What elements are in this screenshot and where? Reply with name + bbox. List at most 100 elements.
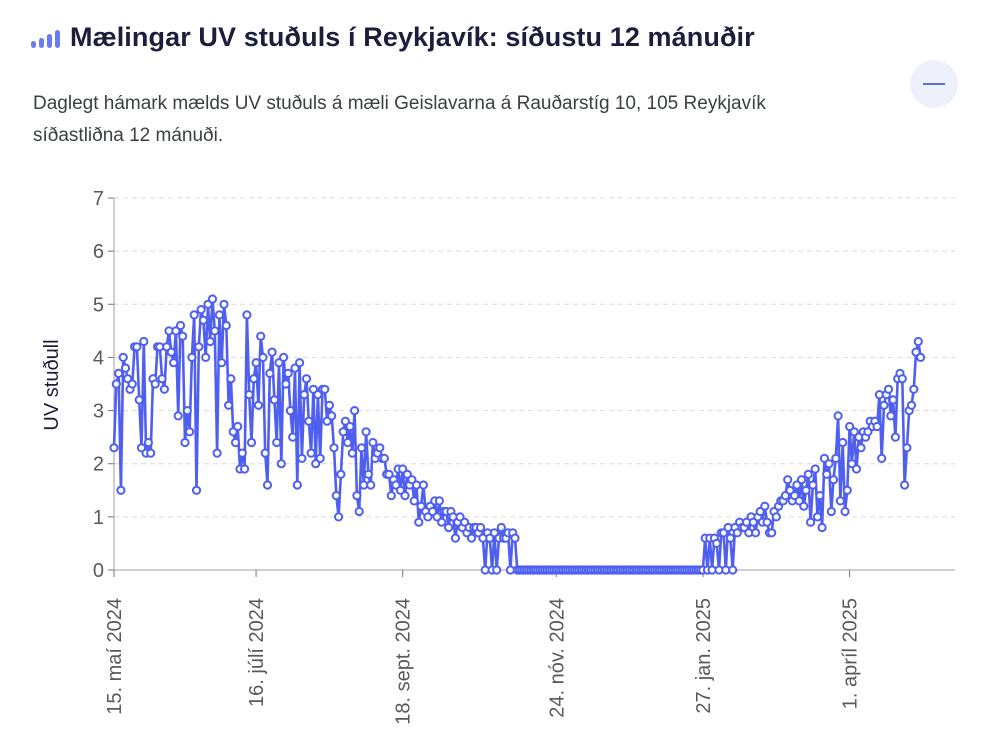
data-point[interactable] (221, 320, 231, 331)
data-point[interactable] (292, 480, 302, 490)
data-point[interactable] (185, 427, 195, 437)
data-point[interactable] (476, 522, 486, 533)
data-point[interactable] (906, 400, 917, 410)
data-point[interactable] (242, 310, 252, 320)
data-point[interactable] (139, 336, 149, 347)
data-point[interactable] (345, 421, 355, 432)
data-point[interactable] (283, 368, 293, 378)
data-point[interactable] (831, 453, 841, 463)
data-point[interactable] (143, 437, 153, 448)
data-point[interactable] (842, 485, 852, 495)
data-point[interactable] (808, 480, 818, 490)
data-point[interactable] (799, 501, 809, 511)
data-point[interactable] (833, 411, 843, 421)
data-point[interactable] (835, 496, 846, 506)
data-point[interactable] (366, 480, 376, 490)
data-point[interactable] (437, 517, 447, 527)
data-point[interactable] (169, 358, 179, 368)
data-point[interactable] (336, 469, 346, 479)
data-point[interactable] (466, 533, 477, 543)
data-point[interactable] (350, 406, 360, 416)
data-point[interactable] (840, 506, 850, 517)
data-point[interactable] (334, 512, 344, 522)
data-point[interactable] (219, 299, 229, 309)
data-point[interactable] (806, 517, 816, 527)
data-point[interactable] (879, 400, 889, 410)
data-point[interactable] (265, 368, 275, 378)
data-point[interactable] (127, 379, 137, 389)
data-point[interactable] (379, 453, 389, 463)
data-point[interactable] (363, 469, 373, 479)
data-point[interactable] (249, 374, 259, 384)
data-point[interactable] (760, 501, 770, 511)
data-point[interactable] (916, 352, 926, 362)
data-point[interactable] (175, 320, 186, 331)
data-point[interactable] (230, 437, 241, 448)
data-point[interactable] (856, 443, 866, 453)
data-point[interactable] (178, 331, 188, 341)
data-point[interactable] (217, 358, 227, 368)
data-point[interactable] (725, 533, 736, 543)
data-point[interactable] (510, 533, 520, 543)
data-point[interactable] (414, 517, 424, 527)
data-point[interactable] (120, 363, 131, 373)
data-point[interactable] (771, 512, 781, 522)
data-point[interactable] (883, 384, 894, 394)
data-point[interactable] (299, 390, 309, 400)
data-point[interactable] (288, 432, 298, 442)
data-point[interactable] (824, 459, 834, 469)
data-point[interactable] (315, 453, 325, 463)
data-point[interactable] (244, 390, 254, 400)
data-point[interactable] (256, 331, 266, 341)
data-point[interactable] (297, 453, 307, 463)
data-point[interactable] (304, 416, 314, 426)
data-point[interactable] (492, 565, 502, 575)
data-point[interactable] (913, 336, 923, 347)
collapse-button[interactable] (910, 60, 958, 108)
data-point[interactable] (295, 358, 305, 368)
data-point[interactable] (146, 448, 156, 458)
data-point[interactable] (267, 347, 277, 357)
data-point[interactable] (132, 342, 142, 352)
data-point[interactable] (210, 326, 220, 336)
data-point[interactable] (240, 464, 250, 474)
data-point[interactable] (817, 522, 827, 533)
data-point[interactable] (409, 496, 419, 506)
data-point[interactable] (496, 522, 506, 533)
data-point[interactable] (897, 374, 907, 384)
data-point[interactable] (157, 374, 167, 384)
data-point[interactable] (444, 522, 454, 533)
data-point[interactable] (180, 437, 190, 448)
data-point[interactable] (815, 491, 825, 501)
data-point[interactable] (182, 406, 192, 416)
data-point[interactable] (233, 421, 243, 432)
data-point[interactable] (368, 437, 378, 448)
data-point[interactable] (246, 437, 257, 448)
data-point[interactable] (279, 352, 289, 362)
data-point[interactable] (375, 443, 385, 453)
data-point[interactable] (450, 533, 460, 543)
data-point[interactable] (751, 528, 761, 538)
data-point[interactable] (767, 528, 777, 538)
data-point[interactable] (262, 480, 273, 490)
data-point[interactable] (872, 421, 882, 432)
data-point[interactable] (890, 432, 901, 442)
data-point[interactable] (354, 506, 364, 517)
data-point[interactable] (285, 406, 295, 416)
data-point[interactable] (214, 310, 224, 320)
data-point[interactable] (159, 384, 169, 394)
data-point[interactable] (801, 485, 811, 495)
data-point[interactable] (434, 496, 444, 506)
data-point[interactable] (338, 427, 348, 437)
data-point[interactable] (386, 491, 396, 501)
data-point[interactable] (207, 294, 218, 304)
data-point[interactable] (189, 310, 199, 320)
data-point[interactable] (260, 448, 270, 458)
data-point[interactable] (324, 400, 334, 410)
data-point[interactable] (783, 475, 793, 485)
data-point[interactable] (281, 379, 291, 389)
data-point[interactable] (205, 336, 215, 347)
data-point[interactable] (762, 517, 772, 527)
data-point[interactable] (198, 315, 208, 325)
data-point[interactable] (111, 379, 121, 389)
